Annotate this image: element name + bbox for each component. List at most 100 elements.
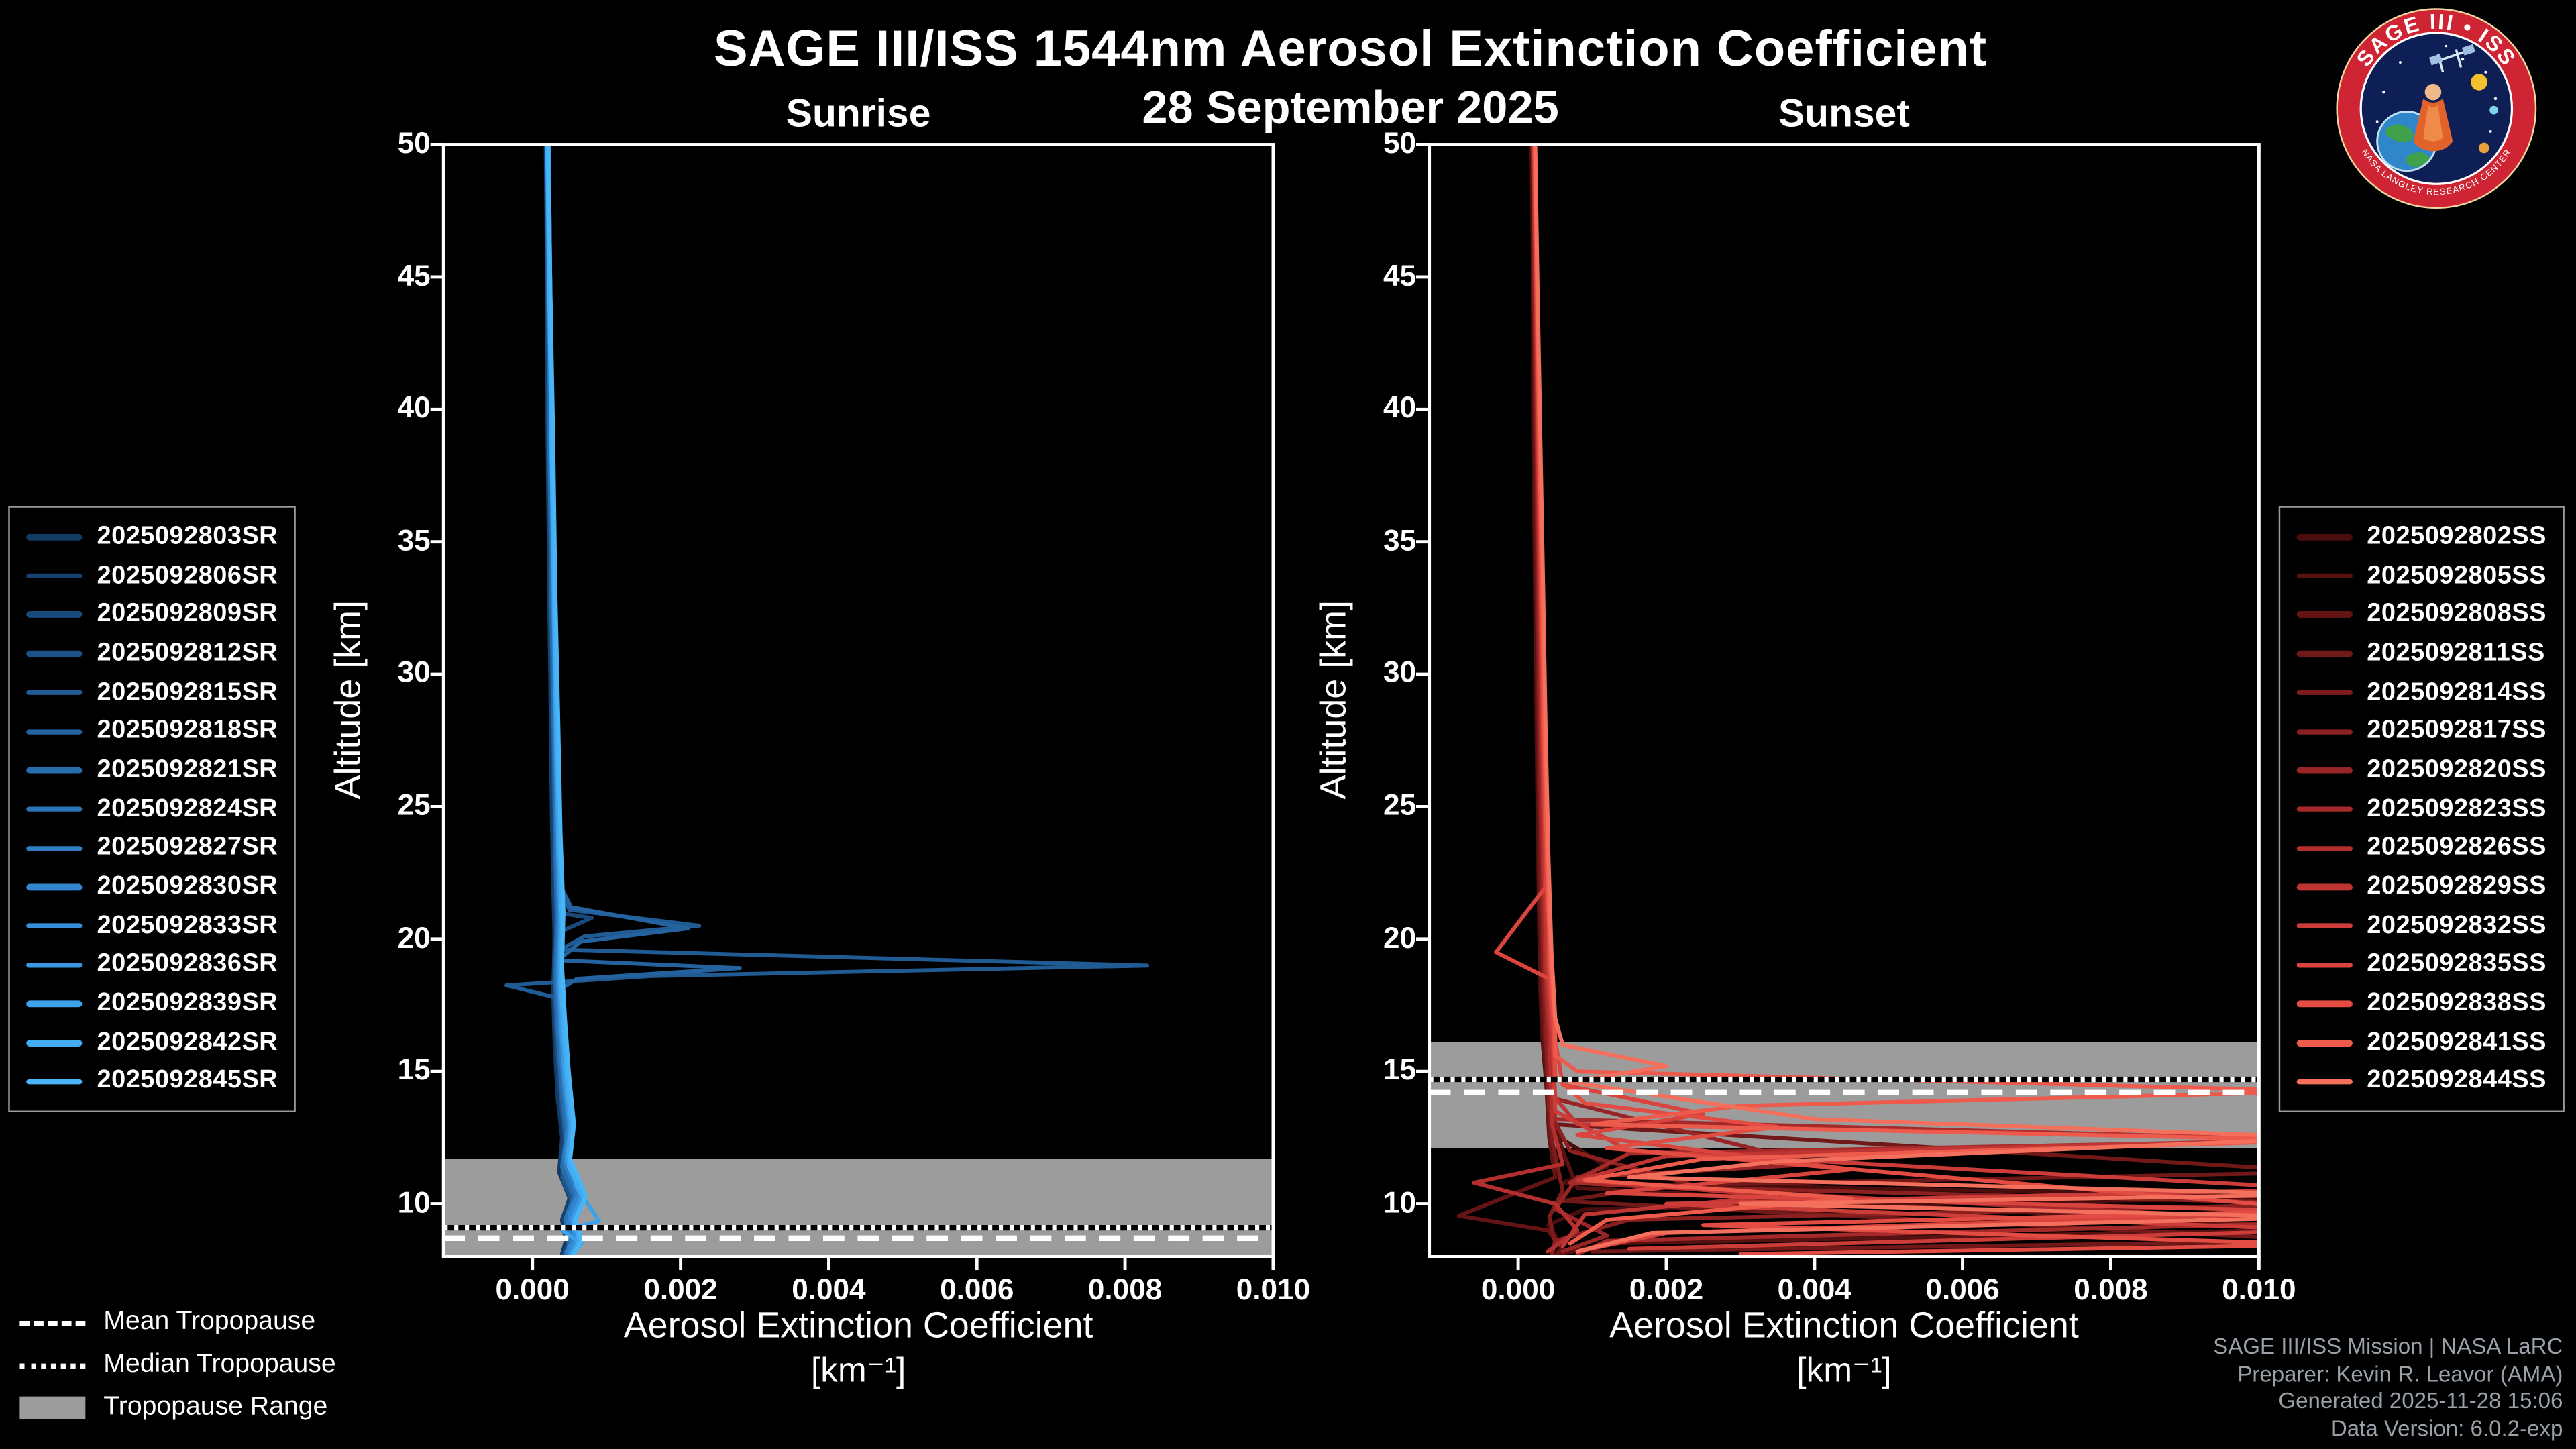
y-tick-label: 45 <box>397 258 431 292</box>
legend-label: 2025092814SS <box>2367 678 2546 706</box>
chart-title: SAGE III/ISS 1544nm Aerosol Extinction C… <box>713 19 1988 78</box>
legend-line-swatch <box>2296 573 2353 579</box>
attribution: SAGE III/ISS Mission | NASA LaRC Prepare… <box>2213 1334 2563 1443</box>
legend-line-swatch <box>26 884 83 890</box>
stars <box>2375 44 2498 133</box>
legend-line-swatch <box>2296 923 2353 929</box>
x-tick-label: 0.006 <box>940 1273 1014 1306</box>
legend-item: 2025092827SR <box>26 830 278 866</box>
sunrise-legend: 2025092803SR 2025092806SR 2025092809SR 2025… <box>8 506 297 1113</box>
legend-item: 2025092835SS <box>2296 947 2546 983</box>
y-axis-label-sunset: Altitude [km] <box>1312 600 1354 800</box>
legend-item: 2025092808SS <box>2296 597 2546 633</box>
planet-icon <box>2489 105 2498 115</box>
legend-label: 2025092805SS <box>2367 561 2546 590</box>
legend-item: 2025092818SR <box>26 714 278 749</box>
x-tick-label: 0.004 <box>1777 1273 1851 1306</box>
legend-label: 2025092845SR <box>97 1067 278 1095</box>
x-tick-label: 0.000 <box>495 1273 570 1306</box>
legend-label: 2025092844SS <box>2367 1067 2546 1095</box>
y-tick-label: 45 <box>1383 258 1417 292</box>
planet-icon-2 <box>2479 142 2489 154</box>
gray-band-icon <box>19 1396 86 1419</box>
x-axis-label-text: Aerosol Extinction Coefficient <box>1609 1304 2079 1346</box>
sunset-plot-svg <box>1416 143 2261 1271</box>
chart-date: 28 September 2025 <box>1142 82 1559 133</box>
legend-line-swatch <box>26 690 83 696</box>
dotted-line-icon <box>19 1362 86 1368</box>
sunset-panel-title: Sunset <box>1778 92 1910 137</box>
legend-line-swatch <box>26 534 83 540</box>
legend-label: 2025092835SS <box>2367 950 2546 979</box>
legend-line-swatch <box>2296 729 2353 735</box>
legend-label: 2025092841SS <box>2367 1028 2546 1057</box>
y-axis-label-sunrise: Altitude [km] <box>327 600 368 800</box>
legend-label: 2025092824SR <box>97 794 278 823</box>
y-tick-label: 20 <box>397 920 431 954</box>
legend-label: 2025092812SR <box>97 639 278 667</box>
attribution-line: Data Version: 6.0.2-exp <box>2330 1415 2563 1440</box>
dashed-line-icon <box>19 1320 86 1326</box>
legend-line-swatch <box>2296 690 2353 696</box>
y-tick-label: 35 <box>1383 523 1417 557</box>
legend-label: 2025092815SR <box>97 678 278 706</box>
legend-line-swatch <box>2296 1040 2353 1046</box>
legend-item: 2025092832SS <box>2296 908 2546 944</box>
y-tick-label: 10 <box>1383 1185 1417 1219</box>
legend-item-tropopause-range: Tropopause Range <box>19 1393 335 1423</box>
legend-line-swatch <box>26 767 83 773</box>
legend-line-swatch <box>26 1079 83 1085</box>
profile-line-2025092836SR <box>546 144 585 1256</box>
y-tick-label: 25 <box>397 788 431 822</box>
legend-label: 2025092821SR <box>97 755 278 784</box>
legend-label: 2025092802SS <box>2367 522 2546 551</box>
legend-line-swatch <box>26 845 83 851</box>
y-tick-label: 40 <box>1383 391 1417 425</box>
legend-item: 2025092823SS <box>2296 792 2546 827</box>
legend-line-swatch <box>2296 651 2353 657</box>
y-tick-label: 25 <box>1383 788 1417 822</box>
sage-iss-mission-patch: SAGE III • ISS NASA LANGLEY RESEARCH CEN… <box>2336 8 2537 209</box>
sunset-legend: 2025092802SS 2025092805SS 2025092808SS 2025… <box>2278 506 2565 1113</box>
x-tick-label: 0.008 <box>1087 1273 1163 1306</box>
x-tick-label: 0.010 <box>2222 1273 2296 1306</box>
legend-line-swatch <box>26 962 83 968</box>
legend-label: 2025092833SR <box>97 911 278 940</box>
legend-item-median-tropopause: Median Tropopause <box>19 1350 336 1380</box>
legend-item: 2025092815SR <box>26 675 278 710</box>
legend-item: 2025092839SR <box>26 986 278 1022</box>
plot-border <box>441 143 1275 1258</box>
y-tick-label: 40 <box>397 391 431 425</box>
legend-item: 2025092820SS <box>2296 753 2546 788</box>
legend-label: 2025092809SR <box>97 600 278 629</box>
legend-line-swatch <box>26 923 83 929</box>
legend-item-mean-tropopause: Mean Tropopause <box>19 1307 335 1337</box>
legend-label: Tropopause Range <box>103 1393 328 1421</box>
legend-line-swatch <box>26 651 83 657</box>
profile-line-2025092815SR <box>504 144 1150 1251</box>
legend-label: 2025092839SR <box>97 989 278 1018</box>
legend-label: 2025092823SS <box>2367 794 2546 823</box>
legend-line-swatch <box>2296 1079 2353 1085</box>
legend-line-swatch <box>2296 806 2353 812</box>
legend-label: Mean Tropopause <box>103 1307 316 1336</box>
legend-item: 2025092845SR <box>26 1064 278 1099</box>
legend-label: 2025092817SS <box>2367 716 2546 745</box>
sunrise-plot-svg <box>430 143 1275 1271</box>
profile-line-2025092845SR <box>546 144 588 1256</box>
legend-item: 2025092824SR <box>26 792 278 827</box>
y-tick-label: 30 <box>1383 656 1417 690</box>
legend-label: 2025092838SS <box>2367 989 2546 1018</box>
profile-line-2025092844SS <box>1533 144 2259 1254</box>
legend-line-swatch <box>26 1001 83 1007</box>
legend-item: 2025092805SS <box>2296 558 2546 594</box>
sun-icon <box>2471 74 2487 91</box>
legend-item: 2025092829SS <box>2296 869 2546 905</box>
x-tick-label: 0.010 <box>1236 1273 1311 1306</box>
legend-line-swatch <box>26 729 83 735</box>
legend-label: 2025092827SR <box>97 833 278 862</box>
plot-border <box>1428 143 2261 1258</box>
sunrise-panel-title: Sunrise <box>786 92 931 137</box>
legend-label: 2025092830SR <box>97 872 278 901</box>
